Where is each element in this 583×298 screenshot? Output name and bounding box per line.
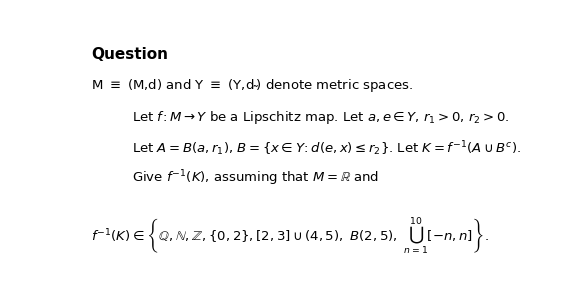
- Text: Question: Question: [91, 47, 168, 62]
- Text: Let $f\!: M \rightarrow Y$ be a Lipschitz map. Let $a,e \in Y$, $r_1 > 0$, $r_2 : Let $f\!: M \rightarrow Y$ be a Lipschit…: [132, 109, 509, 126]
- Text: Let $A = B(a,r_1)$, $B = \{x \in Y\!: d(e,x) \leq r_2\}$. Let $K = f^{-1}(A \cup: Let $A = B(a,r_1)$, $B = \{x \in Y\!: d(…: [132, 139, 521, 158]
- Text: M $\equiv$ (M,d) and Y $\equiv$ (Y,d$\tilde{\,}$) denote metric spaces.: M $\equiv$ (M,d) and Y $\equiv$ (Y,d$\ti…: [91, 77, 413, 94]
- Text: Give $f^{-1}(K)$, assuming that $M = \mathbb{R}$ and: Give $f^{-1}(K)$, assuming that $M = \ma…: [132, 169, 379, 188]
- Text: $f^{-1}(K) \in \left\{\mathbb{Q}, \mathbb{N}, \mathbb{Z}, \{0,2\}, [2,3] \cup (4: $f^{-1}(K) \in \left\{\mathbb{Q}, \mathb…: [91, 215, 489, 256]
